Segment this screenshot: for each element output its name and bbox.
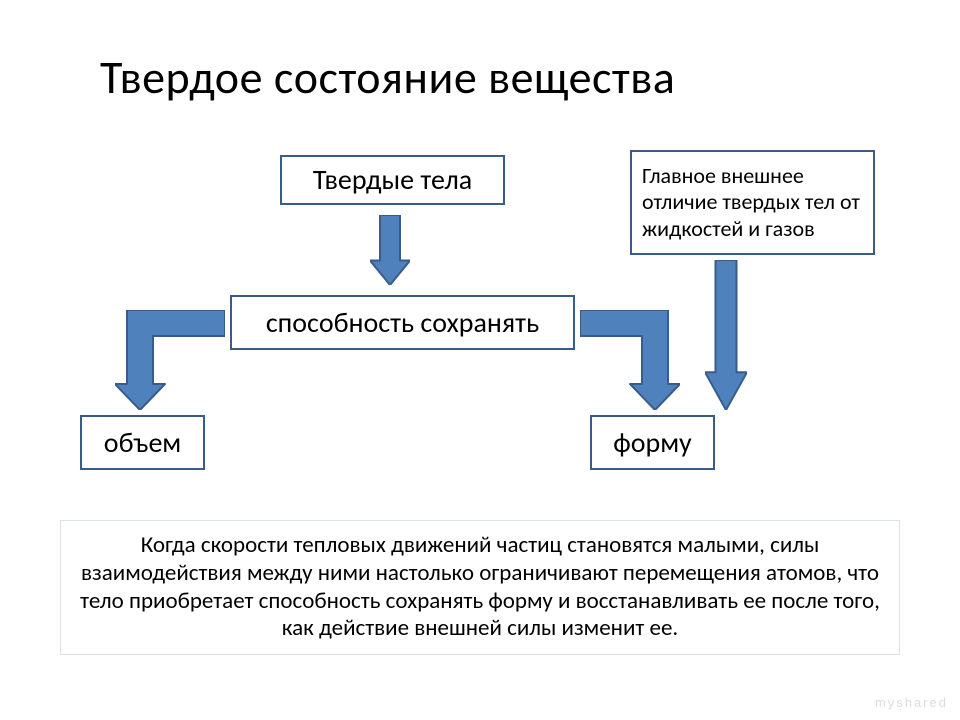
page-title: Твердое состояние вещества	[0, 50, 960, 106]
watermark-text: myshared	[875, 695, 948, 710]
arrow-elbow-right	[580, 310, 680, 410]
node-note-label: Главное внешнее отличие твердых тел от ж…	[642, 163, 863, 242]
arrow-down-2	[705, 260, 747, 410]
node-shape-label: форму	[613, 426, 691, 460]
node-volume-label: объем	[104, 426, 181, 460]
node-note: Главное внешнее отличие твердых тел от ж…	[630, 150, 875, 255]
node-ability-label: способность сохранять	[266, 306, 539, 340]
node-shape: форму	[590, 415, 715, 470]
node-ability: способность сохранять	[230, 295, 575, 350]
node-volume: объем	[80, 415, 205, 470]
node-solids: Твердые тела	[280, 155, 505, 205]
node-description: Когда скорости тепловых движений частиц …	[60, 520, 900, 655]
arrow-down-1	[370, 215, 410, 285]
node-description-label: Когда скорости тепловых движений частиц …	[71, 532, 889, 642]
node-solids-label: Твердые тела	[313, 163, 472, 197]
arrow-elbow-left	[115, 310, 225, 410]
